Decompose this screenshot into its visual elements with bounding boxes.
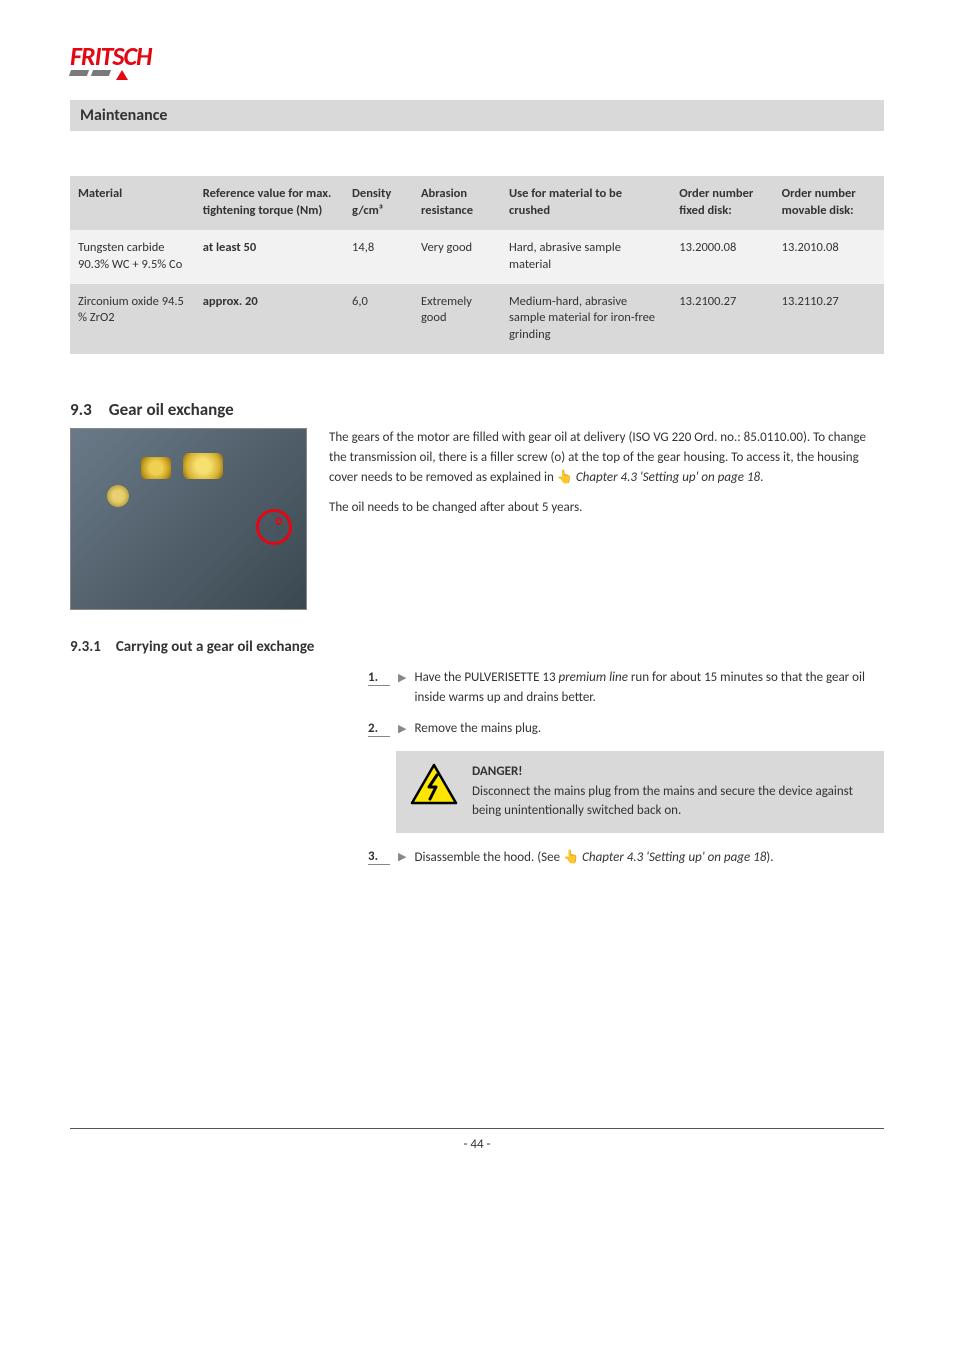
col-use: Use for material to be crushed: [501, 176, 671, 230]
step-number: 2.: [368, 719, 390, 737]
cell-fixed: 13.2000.08: [671, 230, 773, 284]
cell-material: Tungsten carbide 90.3% WC + 9.5% Co: [70, 230, 195, 284]
cell-use: Medium-hard, abrasive sample material fo…: [501, 284, 671, 355]
cell-density: 14,8: [344, 230, 413, 284]
table-row: Zirconium oxide 94.5 % ZrO2 approx. 20 6…: [70, 284, 884, 355]
gear-housing-image: o: [70, 428, 307, 610]
brand-name: FRITSCH: [70, 40, 884, 72]
cell-abrasion: Extremely good: [413, 284, 501, 355]
heading-9-3-1: 9.3.1 Carrying out a gear oil exchange: [70, 638, 884, 656]
heading-9-3: 9.3 Gear oil exchange: [70, 399, 884, 420]
cell-ref: at least 50: [195, 230, 344, 284]
cell-movable: 13.2010.08: [774, 230, 884, 284]
text: .: [760, 470, 763, 485]
text: ).: [766, 850, 773, 865]
hand-icon: 👆: [557, 469, 573, 484]
text: Have the PULVERISETTE 13: [414, 670, 558, 685]
step-arrow-icon: ▶: [398, 847, 406, 868]
col-fixed: Order number fixed disk:: [671, 176, 773, 230]
step-number: 1.: [368, 668, 390, 686]
materials-table: Material Reference value for max. tighte…: [70, 176, 884, 354]
cell-material: Zirconium oxide 94.5 % ZrO2: [70, 284, 195, 355]
danger-callout: DANGER! Disconnect the mains plug from t…: [396, 751, 884, 834]
step-3: 3. ▶ Disassemble the hood. (See 👆 Chapte…: [368, 847, 884, 868]
section-heading: Maintenance: [70, 100, 884, 131]
page-number: - 44 -: [70, 1128, 884, 1152]
hand-icon: 👆: [563, 849, 579, 864]
chapter-ref: Chapter 4.3 'Setting up' on page 18: [576, 470, 760, 485]
paragraph: The oil needs to be changed after about …: [329, 498, 884, 518]
filler-screw-label: o: [275, 512, 283, 530]
step-text: Have the PULVERISETTE 13 premium line ru…: [414, 668, 884, 707]
col-density: Density g/cm³: [344, 176, 413, 230]
brand-logo: FRITSCH: [70, 40, 884, 80]
danger-heading: DANGER!: [472, 763, 870, 782]
table-row: Tungsten carbide 90.3% WC + 9.5% Co at l…: [70, 230, 884, 284]
text: Disassemble the hood. (See: [414, 850, 563, 865]
step-text: Remove the mains plug.: [414, 719, 884, 739]
step-arrow-icon: ▶: [398, 668, 406, 707]
cell-ref: approx. 20: [195, 284, 344, 355]
logo-bars: [70, 70, 884, 80]
col-material: Material: [70, 176, 195, 230]
danger-body: Disconnect the mains plug from the mains…: [472, 784, 853, 818]
product-line: premium line: [559, 670, 628, 685]
step-text: Disassemble the hood. (See 👆 Chapter 4.3…: [414, 847, 884, 868]
col-reference: Reference value for max. tightening torq…: [195, 176, 344, 230]
step-1: 1. ▶ Have the PULVERISETTE 13 premium li…: [368, 668, 884, 707]
table-header-row: Material Reference value for max. tighte…: [70, 176, 884, 230]
step-2: 2. ▶ Remove the mains plug.: [368, 719, 884, 739]
danger-icon: [410, 763, 458, 805]
step-number: 3.: [368, 847, 390, 865]
cell-use: Hard, abrasive sample material: [501, 230, 671, 284]
chapter-ref: Chapter 4.3 'Setting up' on page 18: [582, 850, 766, 865]
cell-movable: 13.2110.27: [774, 284, 884, 355]
paragraph: The gears of the motor are filled with g…: [329, 428, 884, 488]
col-abrasion: Abrasion resistance: [413, 176, 501, 230]
cell-fixed: 13.2100.27: [671, 284, 773, 355]
cell-abrasion: Very good: [413, 230, 501, 284]
col-movable: Order number movable disk:: [774, 176, 884, 230]
cell-density: 6,0: [344, 284, 413, 355]
step-arrow-icon: ▶: [398, 719, 406, 739]
